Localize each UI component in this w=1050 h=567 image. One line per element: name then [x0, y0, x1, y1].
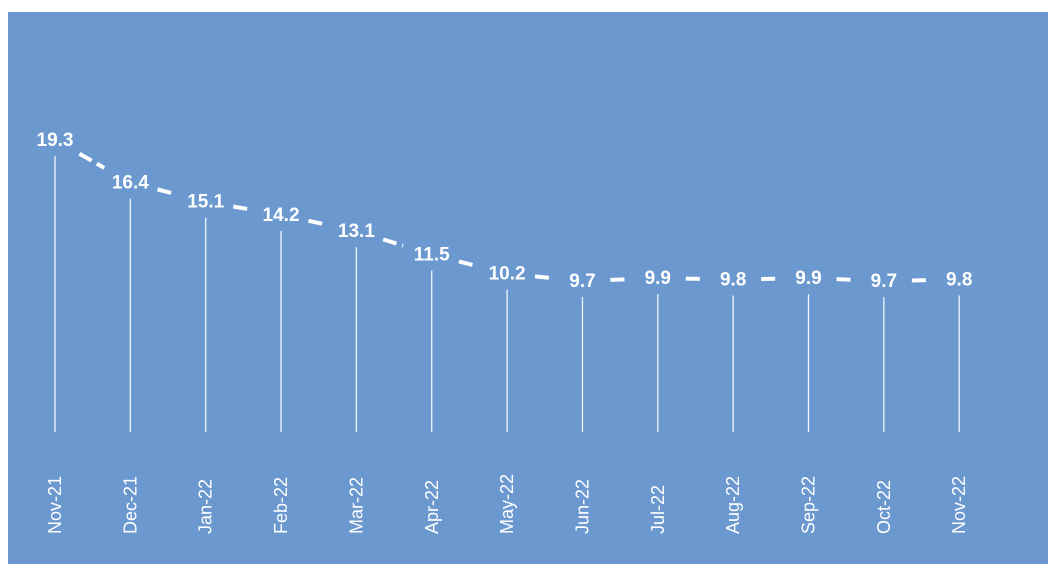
line-segment-4 [308, 218, 328, 227]
line-segment-6 [458, 259, 479, 269]
x-tick-label-dec-21: Dec-21 [120, 476, 140, 534]
line-segment-7 [534, 274, 553, 281]
line-segment-11 [836, 277, 854, 282]
data-label-apr-22: 11.5 [414, 245, 450, 266]
line-segment-8 [610, 277, 628, 282]
data-label-nov-21: 19.3 [37, 130, 74, 151]
chart-area: 19.3 16.4 15.1 14.2 13.1 11.5 10.2 9.7 9.9 9.8 9.9… [8, 12, 1048, 564]
x-tick-label-jul-22: Jul-22 [648, 485, 668, 534]
x-tick-label-sep-22: Sep-22 [799, 476, 819, 534]
data-label-feb-22: 14.2 [263, 205, 300, 226]
data-label-dec-21: 16.4 [112, 173, 149, 194]
data-labels: 19.3 16.4 15.1 14.2 13.1 11.5 10.2 9.7 9.9 9.8 9.9… [37, 130, 973, 292]
x-tick-label-apr-22: Apr-22 [422, 480, 442, 534]
x-tick-label-mar-22: Mar-22 [346, 477, 366, 534]
data-label-may-22: 10.2 [489, 264, 526, 285]
data-label-sep-22: 9.9 [795, 268, 821, 289]
x-tick-label-nov-21: Nov-21 [45, 476, 65, 534]
x-tick-label-nov-22: Nov-22 [949, 476, 969, 534]
line-segment-3 [232, 204, 252, 212]
data-label-oct-22: 9.7 [871, 271, 897, 292]
line-segment-1 [78, 152, 106, 170]
line-chart: 19.3 16.4 15.1 14.2 13.1 11.5 10.2 9.7 9.9 9.8 9.9… [37, 130, 973, 534]
data-label-jul-22: 9.9 [645, 268, 671, 289]
data-label-mar-22: 13.1 [338, 221, 375, 242]
x-axis-tick-labels: Nov-21 Dec-21 Jan-22 Feb-22 Mar-22 Apr-22 May-… [45, 474, 969, 534]
data-label-nov-22: 9.8 [946, 270, 972, 291]
data-label-jan-22: 15.1 [187, 192, 224, 213]
data-label-jun-22: 9.7 [569, 271, 595, 292]
x-tick-label-aug-22: Aug-22 [723, 476, 743, 534]
series-line [78, 152, 930, 283]
line-segment-2 [157, 187, 178, 197]
line-segment-5 [382, 237, 404, 248]
data-label-aug-22: 9.8 [720, 270, 746, 291]
x-tick-label-feb-22: Feb-22 [271, 477, 291, 534]
x-tick-label-oct-22: Oct-22 [874, 480, 894, 534]
drop-lines [54, 156, 960, 432]
x-tick-label-jun-22: Jun-22 [572, 479, 592, 534]
x-tick-label-may-22: May-22 [497, 474, 517, 534]
x-tick-label-jan-22: Jan-22 [196, 479, 216, 534]
